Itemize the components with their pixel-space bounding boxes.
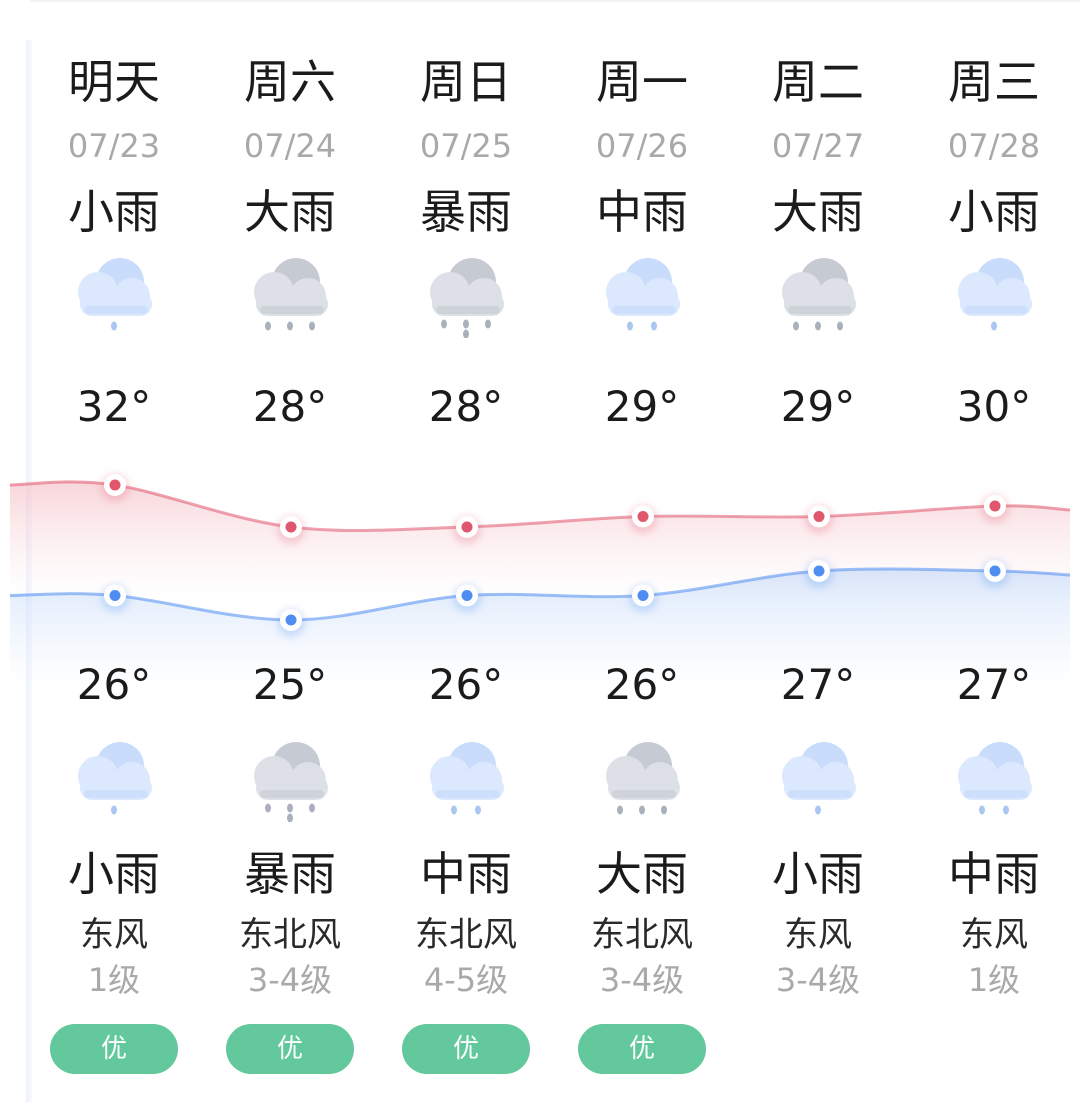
cloud-moderate-rain-icon (598, 254, 686, 338)
wind-level: 3-4级 (247, 961, 333, 999)
high-temperature: 28° (428, 382, 504, 431)
high-temp-area (10, 481, 1070, 597)
night-condition: 暴雨 (244, 847, 336, 901)
cloud-heavy-rain-icon (598, 738, 686, 822)
cloud-light-rain-icon (774, 738, 862, 822)
high-temp-point-1 (277, 516, 305, 544)
day-condition: 暴雨 (420, 185, 512, 239)
forecast-day-0[interactable]: 明天 07/23 小雨 32° 26° 小雨 东风 1级 优 (26, 0, 202, 1102)
forecast-day-2[interactable]: 周日 07/25 暴雨 28° 26° 中雨 东北风 4-5级 优 (378, 0, 554, 1102)
night-condition: 中雨 (420, 847, 512, 901)
cloud-rainstorm-icon (422, 254, 510, 339)
forecast-day-3[interactable]: 周一 07/26 中雨 29° 26° 大雨 东北风 3-4级 优 (554, 0, 730, 1102)
high-temp-point-5 (981, 495, 1009, 523)
wind-direction: 东风 (784, 915, 852, 955)
wind-direction: 东北风 (415, 915, 517, 955)
night-condition: 中雨 (948, 847, 1040, 901)
low-temperature: 26° (76, 660, 152, 709)
day-name: 周日 (420, 55, 512, 109)
top-divider (30, 0, 1080, 2)
cloud-light-rain-icon (70, 738, 158, 822)
low-temp-point-1 (277, 609, 305, 637)
low-temp-point-0 (101, 584, 129, 613)
night-condition: 大雨 (596, 847, 688, 901)
day-condition: 中雨 (596, 185, 688, 239)
high-temp-point-2 (453, 516, 481, 544)
wind-direction: 东北风 (239, 915, 341, 955)
night-condition: 小雨 (772, 847, 864, 901)
high-temp-line (9, 480, 1071, 533)
day-name: 周二 (772, 55, 864, 109)
day-name: 周一 (596, 55, 688, 109)
forecast-day-4[interactable]: 周二 07/27 大雨 29° 27° 小雨 东风 3-4级 (730, 0, 906, 1102)
day-condition: 大雨 (772, 185, 864, 239)
low-temp-point-2 (453, 584, 481, 613)
aqi-badge: 优 (226, 1024, 354, 1074)
day-date: 07/25 (419, 127, 513, 165)
forecast-day-5[interactable]: 周三 07/28 小雨 30° 27° 中雨 东风 1级 (906, 0, 1080, 1102)
aqi-badge: 优 (402, 1024, 530, 1074)
wind-level: 3-4级 (599, 961, 685, 999)
high-temp-point-4 (805, 505, 833, 534)
wind-direction: 东风 (80, 915, 148, 955)
day-date: 07/27 (771, 127, 865, 165)
high-temperature: 29° (780, 382, 856, 431)
wind-direction: 东北风 (591, 915, 693, 955)
cloud-moderate-rain-icon (950, 738, 1038, 822)
aqi-badge: 优 (578, 1024, 706, 1074)
low-temperature: 27° (780, 660, 856, 709)
low-temperature: 27° (956, 660, 1032, 709)
day-date: 07/24 (243, 127, 337, 165)
aqi-badge: 优 (50, 1024, 178, 1074)
low-temp-line (9, 567, 1071, 622)
low-temp-point-5 (981, 560, 1009, 588)
day-condition: 大雨 (244, 185, 336, 239)
day-name: 周三 (948, 55, 1040, 109)
low-temp-point-4 (805, 560, 833, 588)
low-temp-point-3 (629, 584, 657, 613)
wind-level: 4-5级 (423, 961, 509, 999)
day-name: 明天 (68, 55, 160, 109)
high-temp-point-3 (629, 505, 657, 534)
low-temperature: 26° (604, 660, 680, 709)
forecast-day-1[interactable]: 周六 07/24 大雨 28° 25° 暴雨 东北风 3-4级 优 (202, 0, 378, 1102)
low-temp-area (10, 569, 1070, 690)
wind-direction: 东风 (960, 915, 1028, 955)
cloud-light-rain-icon (70, 254, 158, 338)
day-date: 07/26 (595, 127, 689, 165)
low-temperature: 25° (252, 660, 328, 709)
night-condition: 小雨 (68, 847, 160, 901)
day-name: 周六 (244, 55, 336, 109)
wind-level: 3-4级 (775, 961, 861, 999)
day-date: 07/23 (67, 127, 161, 165)
cloud-heavy-rain-icon (246, 254, 334, 338)
day-condition: 小雨 (68, 185, 160, 239)
day-condition: 小雨 (948, 185, 1040, 239)
high-temperature: 28° (252, 382, 328, 431)
wind-level: 1级 (87, 961, 141, 999)
cloud-heavy-rain-icon (774, 254, 862, 338)
wind-level: 1级 (967, 961, 1021, 999)
high-temp-point-0 (101, 474, 129, 502)
high-temperature: 29° (604, 382, 680, 431)
low-temperature: 26° (428, 660, 504, 709)
cloud-rainstorm-icon (246, 738, 334, 823)
cloud-moderate-rain-icon (422, 738, 510, 822)
high-temperature: 30° (956, 382, 1032, 431)
cloud-light-rain-icon (950, 254, 1038, 338)
high-temperature: 32° (76, 382, 152, 431)
day-date: 07/28 (947, 127, 1041, 165)
